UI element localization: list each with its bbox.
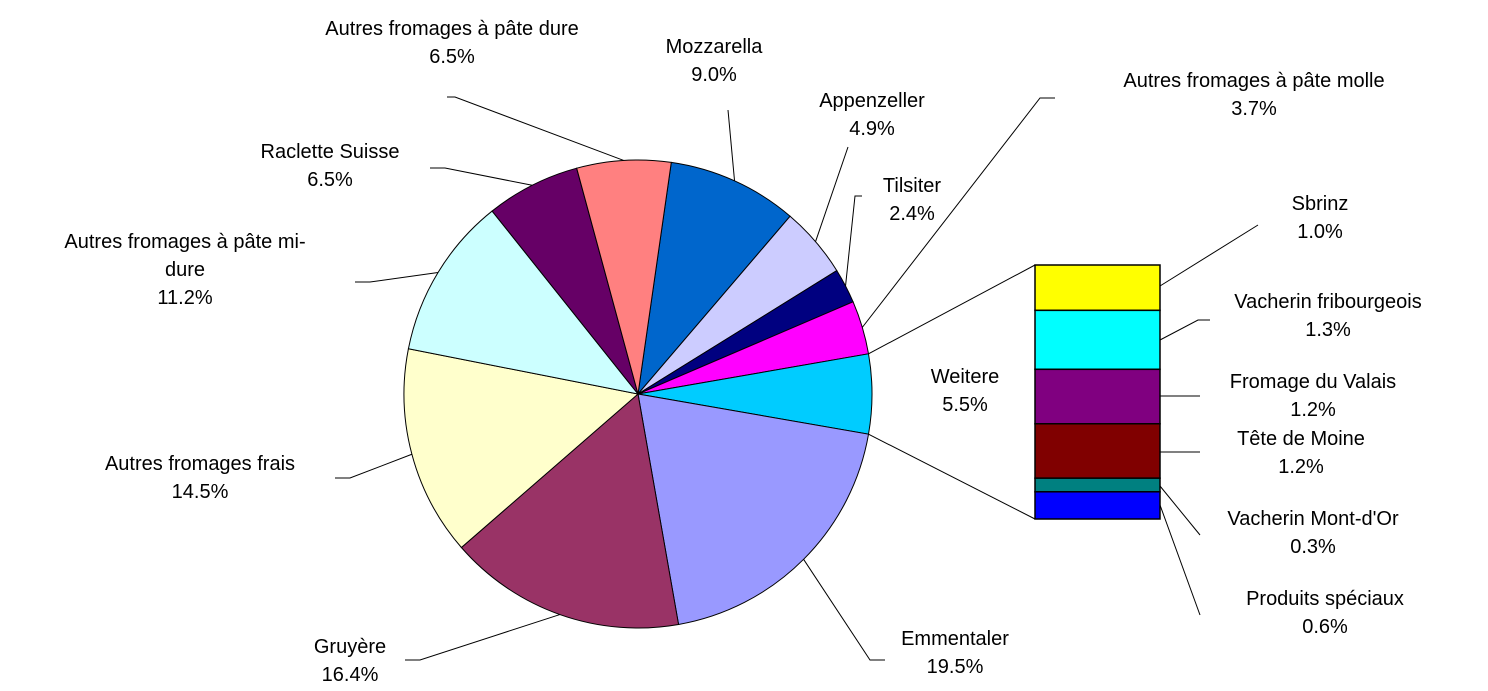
data-label: Weitere 5.5% xyxy=(905,363,1025,419)
label-name: Tilsiter xyxy=(882,175,942,197)
leader-line xyxy=(803,559,885,661)
leader-line xyxy=(447,96,624,161)
label-value: 14.5% xyxy=(171,481,229,503)
label-name: Tête de Moine xyxy=(1237,428,1365,450)
leader-line xyxy=(1159,224,1259,287)
leader-line xyxy=(868,264,1036,355)
label-name: Sbrinz xyxy=(1291,193,1349,215)
data-label: Vacherin fribourgeois 1.3% xyxy=(1208,288,1448,344)
data-label: Gruyère 16.4% xyxy=(270,633,430,689)
data-label: Autres fromages frais 14.5% xyxy=(50,450,350,506)
label-name: Mozzarella xyxy=(665,36,763,58)
label-value: 4.9% xyxy=(849,118,895,140)
data-label: Fromage du Valais 1.2% xyxy=(1193,368,1433,424)
pie-slice xyxy=(460,393,680,629)
data-label: Autres fromages à pâte molle 3.7% xyxy=(1054,67,1454,123)
leader-line xyxy=(1159,504,1201,616)
label-name: Emmentaler xyxy=(901,628,1009,650)
data-label: Produits spéciaux 0.6% xyxy=(1205,585,1445,641)
pie-slice xyxy=(403,348,640,549)
label-value: 11.2% xyxy=(157,287,213,309)
label-value: 1.2% xyxy=(1290,399,1336,421)
label-name: Autres fromages à pâte molle xyxy=(1123,70,1385,92)
leader-line xyxy=(815,146,849,242)
label-value: 1.3% xyxy=(1305,319,1351,341)
bar-segment xyxy=(1034,477,1161,493)
label-value: 9.0% xyxy=(691,64,737,86)
label-name: Raclette Suisse xyxy=(260,141,400,163)
data-label: Vacherin Mont-d'Or 0.3% xyxy=(1193,505,1433,561)
label-name: Gruyère xyxy=(313,636,387,658)
label-value: 5.5% xyxy=(942,394,988,416)
leader-line xyxy=(1159,319,1210,341)
label-value: 0.3% xyxy=(1290,536,1336,558)
data-label: Tilsiter 2.4% xyxy=(852,172,972,228)
label-name: Fromage du Valais xyxy=(1229,371,1397,393)
label-value: 6.5% xyxy=(429,46,475,68)
data-label: Tête de Moine 1.2% xyxy=(1201,425,1401,481)
data-label: Mozzarella 9.0% xyxy=(614,33,814,89)
label-name: Autres fromages à pâte dure xyxy=(325,18,579,40)
pie-slice xyxy=(637,393,870,626)
leader-line xyxy=(868,433,1036,520)
data-label: Autres fromages à pâte mi-dure 11.2% xyxy=(53,228,318,312)
label-value: 1.0% xyxy=(1297,221,1343,243)
label-value: 1.2% xyxy=(1278,456,1324,478)
data-label: Autres fromages à pâte dure 6.5% xyxy=(252,15,652,71)
label-name: Produits spéciaux xyxy=(1246,588,1404,610)
label-value: 16.4% xyxy=(321,664,379,686)
label-name: Appenzeller xyxy=(819,90,925,112)
data-label: Raclette Suisse 6.5% xyxy=(210,138,450,194)
label-name: Weitere xyxy=(930,366,1000,388)
label-name: Autres fromages à pâte mi-dure xyxy=(64,231,306,281)
label-value: 0.6% xyxy=(1302,616,1348,638)
leader-line xyxy=(861,97,1055,328)
data-label: Sbrinz 1.0% xyxy=(1220,190,1420,246)
bar-segment xyxy=(1034,309,1161,371)
label-value: 19.5% xyxy=(926,656,984,678)
pie-slice xyxy=(576,159,672,395)
data-label: Emmentaler 19.5% xyxy=(855,625,1055,681)
leader-line xyxy=(405,614,561,661)
bar-segment xyxy=(1034,368,1161,425)
leader-line xyxy=(1159,485,1201,536)
label-name: Vacherin Mont-d'Or xyxy=(1227,508,1399,530)
label-name: Autres fromages frais xyxy=(104,453,296,475)
data-label: Appenzeller 4.9% xyxy=(772,87,972,143)
leader-line xyxy=(727,109,736,181)
bar-segment xyxy=(1034,491,1161,520)
label-value: 3.7% xyxy=(1231,98,1277,120)
pie-slice xyxy=(407,210,640,395)
label-value: 2.4% xyxy=(889,203,935,225)
pie-slice xyxy=(637,161,791,396)
bar-segment xyxy=(1034,264,1161,312)
leader-line xyxy=(845,195,862,286)
bar-segment xyxy=(1034,423,1161,479)
leader-line xyxy=(430,167,533,186)
label-value: 6.5% xyxy=(307,169,353,191)
label-name: Vacherin fribourgeois xyxy=(1234,291,1422,313)
leader-line xyxy=(335,453,413,479)
leader-line xyxy=(355,271,439,283)
